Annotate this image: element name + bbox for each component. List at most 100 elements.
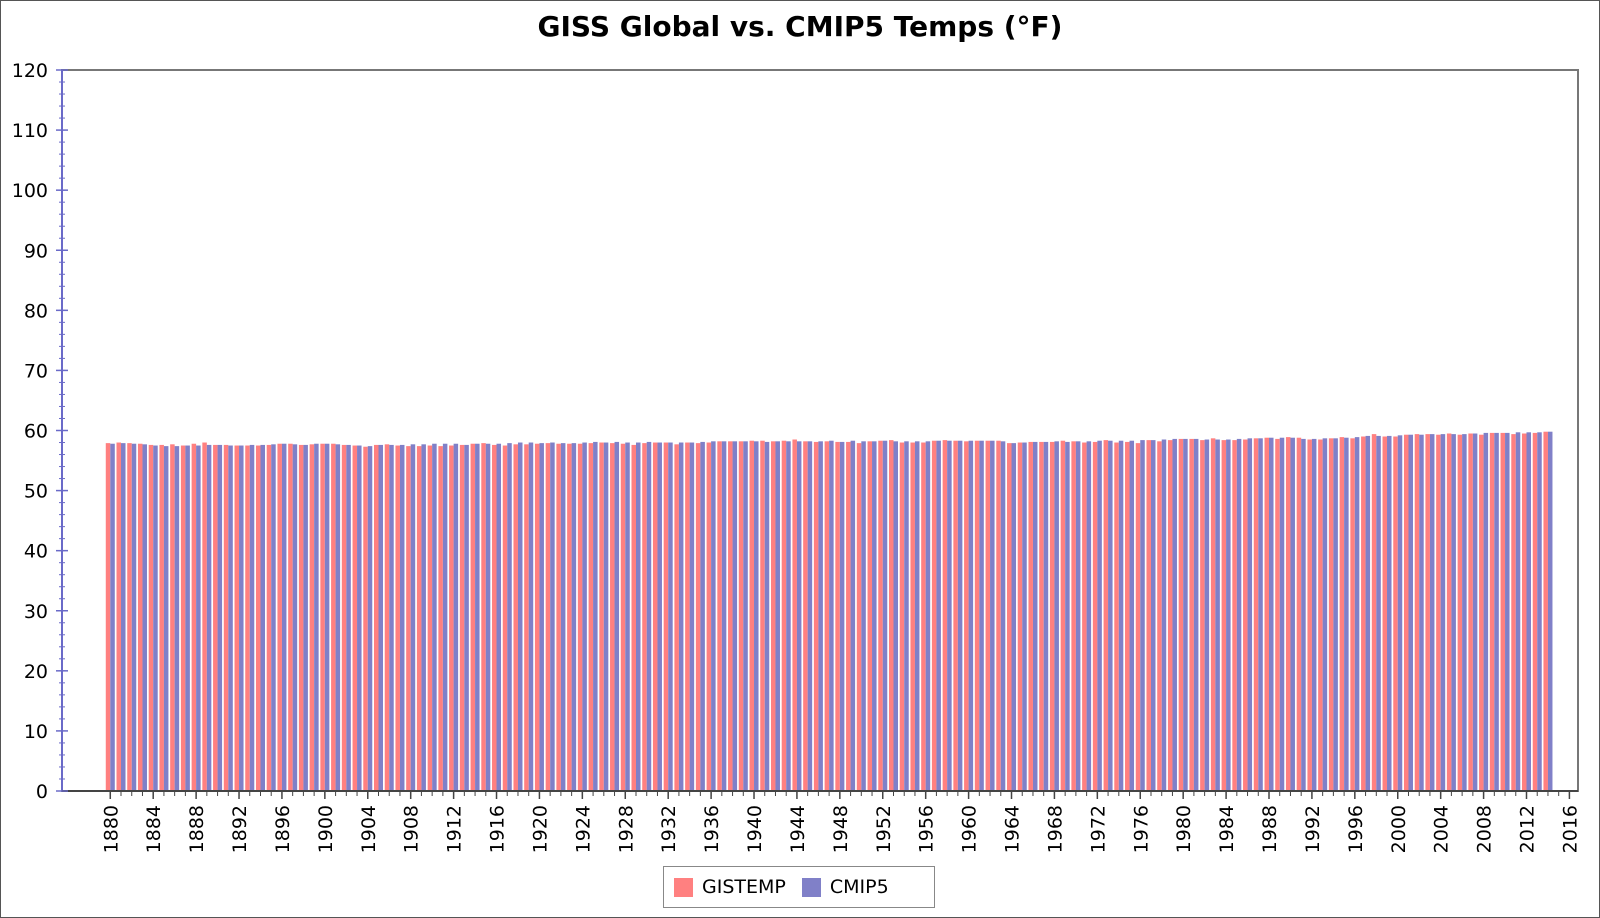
x-tick-label: 1972 <box>1087 805 1109 853</box>
bar-cmip5-1902 <box>346 444 351 791</box>
bar-gistemp-1892 <box>234 445 240 791</box>
bar-gistemp-1880 <box>105 443 111 791</box>
y-tick-label: 90 <box>24 240 48 262</box>
bar-gistemp-2007 <box>1468 433 1473 791</box>
bar-gistemp-1928 <box>620 443 626 791</box>
bar-gistemp-1906 <box>384 444 390 791</box>
x-tick-label: 1908 <box>401 805 423 853</box>
bar-cmip5-2014 <box>1547 431 1553 791</box>
bar-cmip5-1906 <box>389 444 394 791</box>
bar-gistemp-1909 <box>416 446 422 791</box>
legend-label-gistemp: GISTEMP <box>702 876 786 898</box>
bar-cmip5-1912 <box>453 443 459 791</box>
bar-gistemp-1971 <box>1082 442 1087 791</box>
bar-cmip5-1970 <box>1075 441 1081 791</box>
bar-gistemp-1894 <box>255 445 261 791</box>
bar-gistemp-1961 <box>974 440 980 791</box>
bar-gistemp-2003 <box>1425 434 1430 791</box>
bar-gistemp-1917 <box>502 445 508 791</box>
bar-gistemp-1992 <box>1307 439 1312 791</box>
bar-cmip5-1990 <box>1290 437 1295 791</box>
bar-gistemp-2013 <box>1532 432 1538 791</box>
x-tick-label: 1944 <box>787 805 809 853</box>
bar-gistemp-1900 <box>320 443 325 791</box>
bar-cmip5-1887 <box>185 445 190 791</box>
bar-cmip5-1959 <box>957 440 963 791</box>
bar-cmip5-2008 <box>1483 432 1489 791</box>
bar-gistemp-1967 <box>1039 441 1044 791</box>
bar-cmip5-1931 <box>657 442 662 791</box>
bar-gistemp-1965 <box>1017 442 1023 791</box>
bar-cmip5-1933 <box>678 442 684 791</box>
x-tick-label: 1892 <box>229 805 251 853</box>
bar-cmip5-2005 <box>1451 434 1456 791</box>
bar-gistemp-1958 <box>942 440 948 791</box>
bar-gistemp-1921 <box>545 443 551 791</box>
bar-gistemp-1949 <box>846 441 851 791</box>
bar-gistemp-1924 <box>577 443 583 791</box>
x-tick-label: 2016 <box>1559 805 1581 853</box>
legend-item-cmip5: CMIP5 <box>801 876 889 898</box>
bar-gistemp-1937 <box>717 441 722 791</box>
x-tick-label: 1988 <box>1259 805 1281 853</box>
bar-cmip5-1987 <box>1258 438 1263 791</box>
bar-gistemp-2012 <box>1521 433 1527 791</box>
bar-cmip5-1969 <box>1065 441 1070 791</box>
bar-gistemp-1904 <box>363 446 368 791</box>
bar-gistemp-1981 <box>1189 438 1194 791</box>
bar-cmip5-1935 <box>700 441 705 791</box>
bar-cmip5-1973 <box>1108 440 1113 791</box>
bar-cmip5-1928 <box>625 442 630 791</box>
legend-label-cmip5: CMIP5 <box>829 876 889 898</box>
bar-gistemp-1995 <box>1339 437 1345 791</box>
bar-cmip5-1975 <box>1129 440 1135 791</box>
bar-cmip5-1916 <box>496 443 502 791</box>
bar-gistemp-1920 <box>534 443 540 791</box>
bar-gistemp-1952 <box>878 440 883 791</box>
bar-gistemp-1899 <box>309 444 315 791</box>
bar-gistemp-1979 <box>1167 440 1173 791</box>
bar-gistemp-1986 <box>1243 439 1248 791</box>
bar-cmip5-1896 <box>281 443 287 791</box>
bar-cmip5-1960 <box>968 440 974 791</box>
bar-gistemp-1882 <box>127 443 132 791</box>
bar-cmip5-1889 <box>206 444 212 791</box>
bar-gistemp-2000 <box>1393 436 1398 791</box>
bar-cmip5-1966 <box>1032 441 1038 791</box>
bar-gistemp-1913 <box>459 444 465 791</box>
bar-gistemp-1897 <box>288 443 293 791</box>
bar-cmip5-1963 <box>1000 441 1006 791</box>
bar-gistemp-1905 <box>374 444 379 791</box>
bar-cmip5-1891 <box>228 445 233 791</box>
bar-gistemp-1973 <box>1103 440 1109 791</box>
x-tick-label: 2008 <box>1474 805 1496 853</box>
x-tick-label: 1984 <box>1216 805 1238 853</box>
bar-cmip5-1994 <box>1333 438 1338 791</box>
bar-gistemp-1975 <box>1125 441 1130 791</box>
bar-cmip5-1899 <box>314 443 319 791</box>
bar-gistemp-1898 <box>298 444 304 791</box>
bar-cmip5-2009 <box>1494 432 1499 791</box>
bar-cmip5-1886 <box>174 446 180 791</box>
bar-gistemp-1889 <box>202 442 207 791</box>
bar-cmip5-2006 <box>1462 434 1467 791</box>
bar-gistemp-1907 <box>395 445 400 791</box>
bar-gistemp-1980 <box>1178 438 1184 791</box>
bar-cmip5-1997 <box>1365 435 1371 791</box>
bar-gistemp-1890 <box>213 444 218 791</box>
bar-gistemp-1891 <box>223 444 229 791</box>
bar-cmip5-1976 <box>1140 440 1145 791</box>
bar-gistemp-1966 <box>1028 441 1033 791</box>
x-tick-label: 1976 <box>1130 805 1152 853</box>
x-tick-label: 1880 <box>100 805 122 853</box>
bar-cmip5-1923 <box>571 443 577 791</box>
bar-cmip5-1920 <box>539 443 544 791</box>
bar-cmip5-1910 <box>432 443 437 791</box>
bar-cmip5-1922 <box>560 443 566 791</box>
bar-gistemp-1939 <box>738 441 744 791</box>
x-tick-label: 1968 <box>1044 805 1066 853</box>
bar-cmip5-1936 <box>711 441 716 791</box>
bar-gistemp-1972 <box>1092 441 1098 791</box>
bar-gistemp-1991 <box>1296 437 1302 791</box>
bar-gistemp-1959 <box>953 440 958 791</box>
